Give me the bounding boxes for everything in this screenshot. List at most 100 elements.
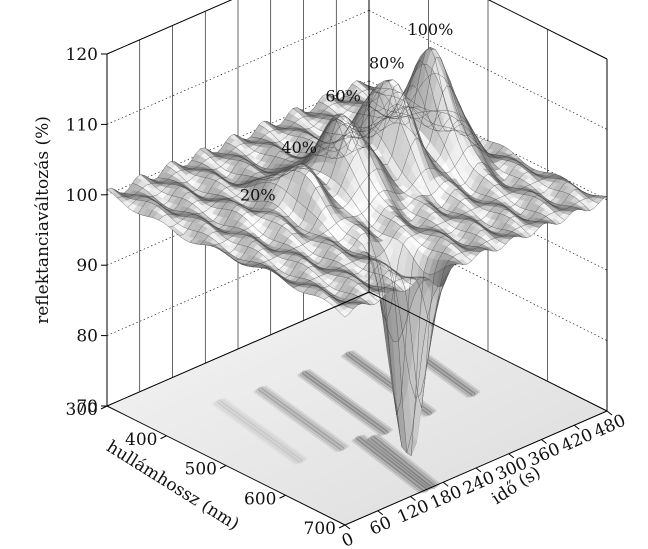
- x-tick-mark: [100, 405, 108, 410]
- mesh-line: [225, 142, 464, 265]
- z-tick-label: 120: [66, 45, 98, 65]
- floor-streak: [299, 372, 386, 436]
- y-tick-mark: [541, 439, 547, 444]
- peak-labels: 20% 40% 60% 80%100%: [240, 20, 453, 204]
- z-tick-label: 80: [76, 327, 98, 347]
- mesh-line: [140, 174, 379, 302]
- floor-fill: [107, 292, 607, 525]
- floor-streak: [257, 386, 345, 451]
- mesh-line: [343, 95, 582, 211]
- mesh-line: [149, 178, 388, 293]
- floor-streak: [255, 388, 342, 452]
- mesh-line: [334, 195, 597, 327]
- y-tick-mark: [475, 467, 482, 473]
- mesh-line: [309, 106, 548, 224]
- mesh-line: [267, 121, 506, 245]
- peak-label: 40%: [281, 138, 317, 157]
- floor-streak: [253, 390, 338, 453]
- z-axis-title: reflektanciaváltozás (%): [33, 116, 53, 324]
- mesh-line: [148, 97, 411, 217]
- floor-streak: [264, 385, 349, 448]
- floor-streak: [368, 437, 433, 490]
- mesh-line: [326, 47, 565, 221]
- floor-streak: [214, 400, 300, 465]
- floor-streak: [362, 434, 433, 490]
- y-tick-label: 0: [339, 529, 357, 549]
- mesh-line: [282, 171, 546, 283]
- x-tick-label: 600: [244, 489, 276, 509]
- grid-line: [368, 10, 608, 130]
- floor-streak: [308, 369, 393, 432]
- peak-label: 100%: [408, 20, 454, 39]
- mesh-line: [127, 88, 390, 208]
- frame-edge: [106, 291, 370, 407]
- z-tick-label: 100: [66, 186, 98, 206]
- mesh-line: [117, 87, 380, 199]
- floor-streak: [373, 434, 439, 488]
- y-tick-mark: [508, 453, 515, 459]
- floor-streak: [356, 435, 428, 493]
- x-tick-label: 400: [125, 430, 157, 450]
- frame-edge: [368, 291, 608, 412]
- x-tick-label: 300: [66, 400, 98, 420]
- mesh-line: [199, 60, 463, 245]
- mesh-line: [318, 64, 557, 225]
- floor-streak: [212, 402, 297, 465]
- mesh-line: [208, 149, 447, 399]
- y-tick-mark: [573, 424, 580, 430]
- floor-streak: [301, 370, 389, 435]
- mesh-line: [344, 196, 608, 318]
- floor-plane: [107, 292, 607, 525]
- floor-streak: [351, 439, 422, 494]
- mesh-line: [123, 192, 362, 304]
- mesh-line: [189, 85, 452, 243]
- x-tick-label: 700: [304, 519, 336, 539]
- mesh-line: [106, 80, 370, 194]
- mesh-line: [272, 164, 535, 279]
- mesh-line: [292, 103, 532, 237]
- floor-streak: [261, 386, 347, 450]
- floor-streak: [365, 438, 430, 491]
- floor-streak: [216, 399, 304, 464]
- mesh-line: [169, 110, 432, 228]
- floor-streak: [305, 369, 391, 433]
- floor-streak: [297, 373, 382, 436]
- mesh-line: [157, 177, 396, 291]
- surface-mesh: [106, 46, 608, 457]
- mesh-line: [251, 144, 514, 268]
- x-tick-label: 500: [185, 460, 217, 480]
- y-tick-mark: [377, 510, 384, 516]
- peak-label: 20%: [240, 186, 276, 205]
- y-tick-label: 60: [367, 513, 395, 540]
- y-tick-mark: [442, 481, 449, 487]
- mesh-line: [241, 119, 504, 265]
- x-tick-mark: [338, 524, 346, 529]
- mesh-line: [303, 177, 566, 415]
- x-tick-mark: [279, 494, 286, 499]
- mesh-line: [351, 83, 591, 211]
- mesh-line: [258, 124, 498, 252]
- z-tick-label: 110: [66, 115, 98, 135]
- mesh-line: [137, 92, 401, 214]
- mesh-line: [115, 189, 354, 310]
- x-tick-mark: [219, 465, 227, 469]
- floor-streak: [376, 433, 441, 486]
- mesh-line: [368, 85, 608, 197]
- mesh-line: [183, 166, 422, 278]
- mesh-line: [174, 161, 413, 286]
- y-tick-mark: [606, 410, 613, 416]
- mesh-line: [360, 81, 599, 204]
- mesh-line: [106, 189, 346, 318]
- mesh-line: [132, 182, 371, 306]
- mesh-line: [216, 152, 455, 275]
- mesh-line: [166, 165, 405, 292]
- peak-label: 80%: [369, 53, 405, 72]
- x-tick-mark: [160, 435, 167, 440]
- peak-label: 60%: [325, 86, 361, 105]
- frame-edge: [487, 0, 608, 60]
- floor-streak: [359, 435, 430, 491]
- mesh-line: [250, 136, 489, 251]
- floor-streak: [353, 437, 425, 494]
- floor-contour: [212, 331, 481, 494]
